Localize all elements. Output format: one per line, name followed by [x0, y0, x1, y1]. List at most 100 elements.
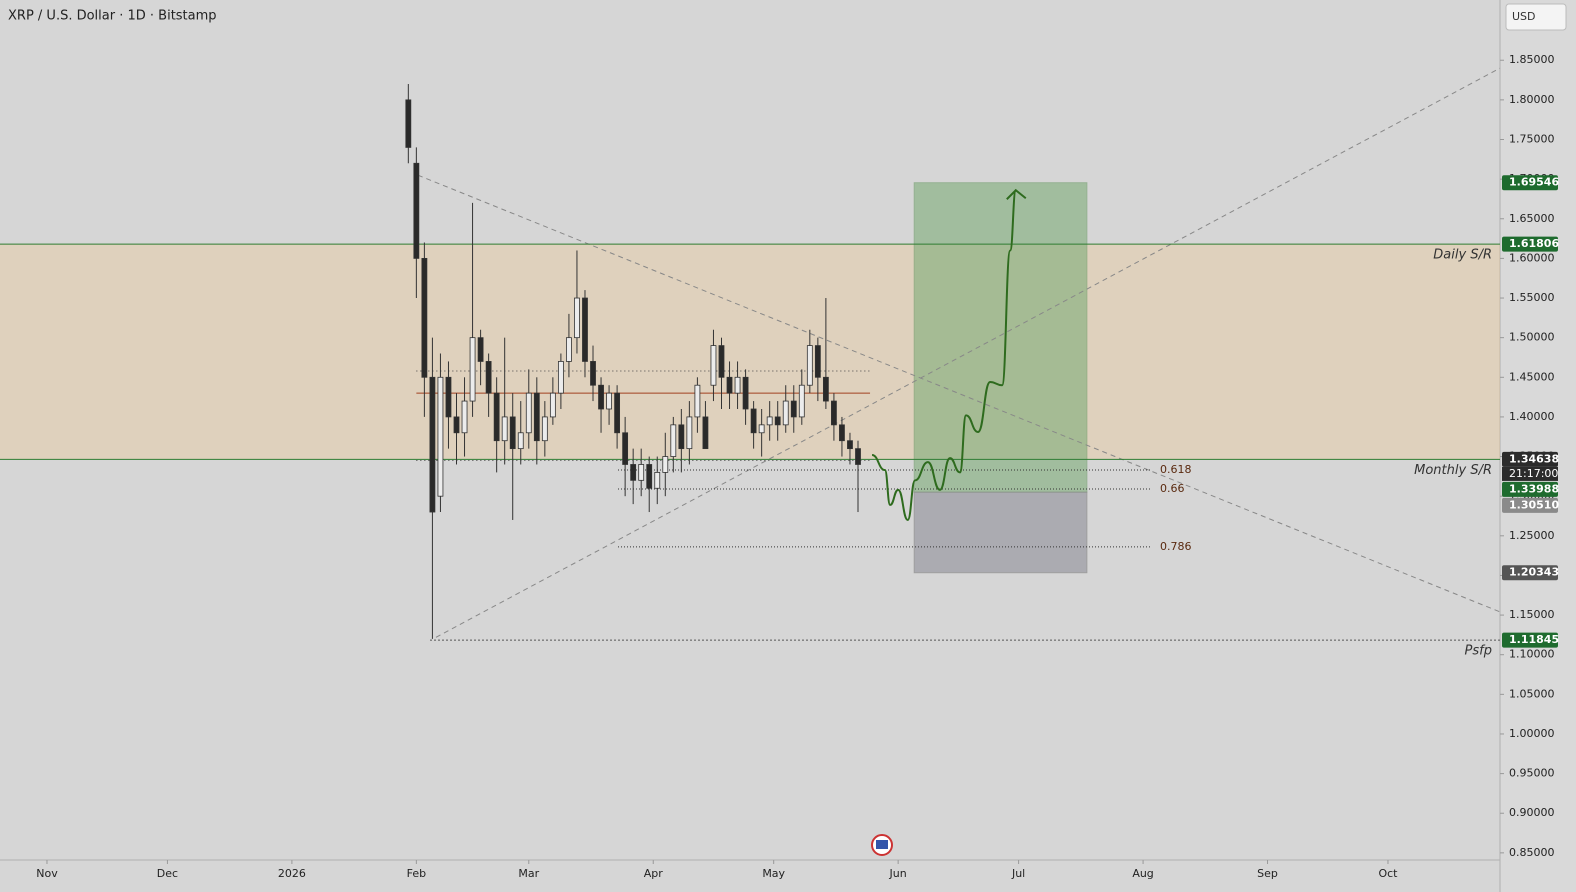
candle-body [782, 400, 789, 426]
projection-arrowhead [1006, 188, 1027, 200]
candle-body [533, 392, 540, 442]
price-label-box [1502, 632, 1558, 648]
candle-body [630, 464, 637, 481]
x-tick-label: Jul [1011, 867, 1025, 880]
candle-body [485, 361, 492, 394]
candle-body [493, 392, 500, 442]
candle-body [405, 99, 412, 148]
y-tick-label: 0.95000 [1509, 767, 1555, 780]
price-label-box [1502, 175, 1558, 191]
price-label-box [1502, 236, 1558, 252]
candle-body [622, 432, 629, 465]
currency: USD [1512, 10, 1536, 23]
candle-body [541, 416, 548, 442]
price-label: 1.69546 [1509, 176, 1559, 189]
candle-body [766, 416, 773, 426]
y-tick-label: 1.65000 [1509, 212, 1555, 225]
x-tick-label: Dec [157, 867, 178, 880]
fib-label: 0.786 [1160, 540, 1192, 553]
y-tick-label: 1.60000 [1509, 251, 1555, 264]
y-tick-label: 1.10000 [1509, 648, 1555, 661]
candle-body [549, 392, 556, 418]
y-tick-label: 0.90000 [1509, 806, 1555, 819]
candle-body [445, 376, 452, 418]
trendline [417, 174, 1501, 613]
projection-path [871, 189, 1017, 521]
y-tick-label: 1.40000 [1509, 410, 1555, 423]
candle-body [646, 464, 653, 489]
candle-body [806, 345, 813, 386]
candle-body [798, 384, 805, 418]
candle-body [566, 337, 572, 362]
candle-body [758, 424, 765, 434]
candle-body [525, 392, 532, 434]
candle-body [734, 376, 741, 394]
trendline [435, 67, 1501, 638]
price-label: 1.30510 [1509, 498, 1559, 511]
candle-body [574, 297, 580, 339]
candle-body [437, 376, 444, 497]
candle-body [598, 384, 604, 410]
candle-body [814, 345, 821, 378]
x-tick-label: Jun [889, 867, 907, 880]
candle-body [855, 448, 861, 465]
candle-body [413, 162, 420, 259]
event-flag [871, 834, 893, 856]
candle-body [750, 408, 757, 434]
candle-body [429, 376, 436, 513]
candle-body [453, 416, 460, 434]
target-zone [913, 182, 1088, 493]
price-label-box [1502, 481, 1558, 497]
candle-body [726, 376, 733, 394]
candle-body [822, 376, 829, 402]
price-label: 1.33988 [1509, 482, 1559, 495]
countdown-box [1502, 466, 1558, 481]
axes: 0.85000 0.90000 0.95000 1.00000 1.05000 1.100… [36, 53, 1559, 880]
currency-button[interactable] [1505, 3, 1567, 31]
candle-body [421, 257, 428, 378]
candle-body [501, 416, 508, 442]
price-label: 1.34638 [1509, 452, 1559, 465]
x-tick-label: Oct [1378, 867, 1398, 880]
price-label: 1.61806 [1509, 237, 1559, 250]
x-tick-label: May [762, 867, 785, 880]
level-label: Daily S/R [1433, 248, 1492, 263]
y-tick-label: 1.15000 [1509, 608, 1555, 621]
candle-body [678, 424, 685, 450]
x-tick-label: Aug [1132, 867, 1153, 880]
candle-body [839, 424, 845, 442]
y-tick-label: 1.85000 [1509, 53, 1555, 66]
price-label-box [1502, 451, 1558, 467]
fib-label: 0.66 [1160, 482, 1185, 495]
flag-body [876, 840, 888, 849]
y-tick-label: 1.55000 [1509, 291, 1555, 304]
x-tick-label: Feb [407, 867, 426, 880]
x-tick-label: Mar [518, 867, 539, 880]
candle-body [790, 400, 797, 418]
fib-label: 0.618 [1160, 463, 1192, 476]
price-axis-background [1500, 0, 1576, 892]
x-tick-label: Apr [644, 867, 664, 880]
y-tick-label: 1.05000 [1509, 687, 1555, 700]
candle-body [638, 464, 645, 481]
candle-body [477, 337, 484, 362]
candle-body [590, 361, 596, 386]
candle-body [847, 440, 853, 450]
candle-body [469, 337, 476, 402]
price-label: 1.11845 [1509, 633, 1559, 646]
candle-body [694, 384, 701, 418]
candle-body [742, 376, 749, 410]
candle-body [662, 456, 669, 473]
sr-zone [0, 244, 1500, 460]
candle-body [614, 392, 621, 434]
level-label: Psfp [1465, 644, 1492, 659]
candle-body [654, 472, 661, 489]
y-tick-label: 1.45000 [1509, 370, 1555, 383]
chart-title: XRP / U.S. Dollar · 1D · Bitstamp [8, 9, 217, 24]
y-tick-label: 1.25000 [1509, 529, 1555, 542]
candle-body [557, 361, 564, 394]
y-tick-label: 1.00000 [1509, 727, 1555, 740]
